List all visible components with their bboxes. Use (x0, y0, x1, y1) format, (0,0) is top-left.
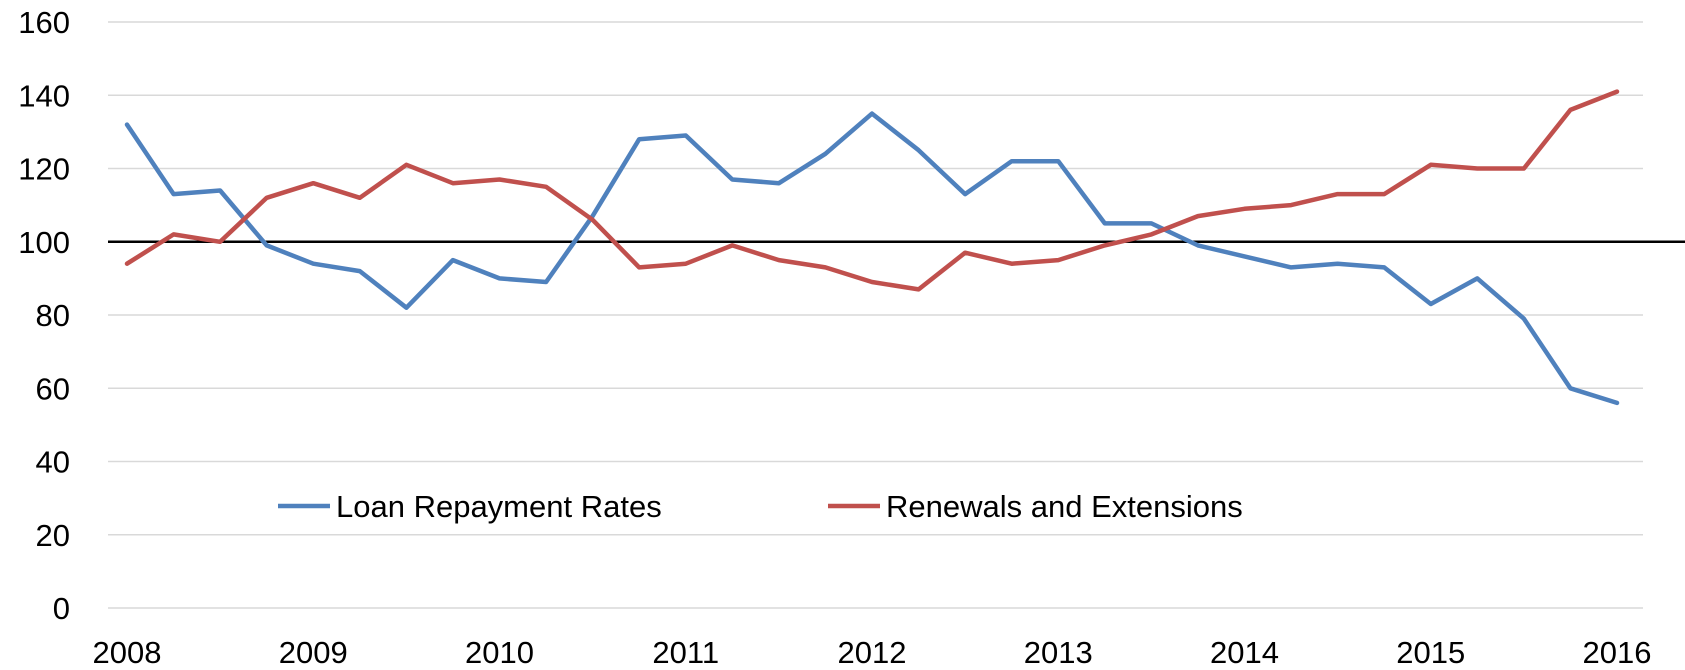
x-tick-label-2009: 2009 (279, 635, 348, 670)
gridlines (108, 21, 1643, 609)
y-tick-label-80: 80 (36, 298, 70, 333)
y-tick-label-120: 120 (18, 152, 70, 187)
y-tick-label-60: 60 (36, 371, 70, 406)
legend-label-loan-repayment-rates: Loan Repayment Rates (336, 489, 662, 524)
y-tick-label-100: 100 (18, 225, 70, 260)
y-tick-label-0: 0 (53, 591, 70, 626)
x-tick-label-2016: 2016 (1583, 635, 1652, 670)
y-tick-label-40: 40 (36, 445, 70, 480)
legend-label-renewals-and-extensions: Renewals and Extensions (886, 489, 1243, 524)
y-axis-tick-labels: 0 20 40 60 80 100 120 140 160 (18, 5, 70, 626)
series-line-loan-repayment-rates (124, 111, 1620, 406)
x-tick-label-2010: 2010 (465, 635, 534, 670)
x-tick-label-2013: 2013 (1024, 635, 1093, 670)
y-tick-label-160: 160 (18, 5, 70, 40)
x-axis-tick-labels: 2008 2009 2010 2011 2012 2013 2014 2015 2016 (93, 635, 1652, 670)
x-tick-label-2008: 2008 (93, 635, 162, 670)
series-lines (124, 89, 1620, 406)
y-tick-label-140: 140 (18, 78, 70, 113)
y-tick-label-20: 20 (36, 518, 70, 553)
x-tick-label-2011: 2011 (652, 635, 719, 670)
series-line-renewals-and-extensions (124, 89, 1620, 292)
x-tick-label-2015: 2015 (1396, 635, 1465, 670)
x-tick-label-2014: 2014 (1210, 635, 1279, 670)
x-tick-label-2012: 2012 (838, 635, 907, 670)
legend: Loan Repayment Rates Renewals and Extens… (278, 489, 1243, 524)
